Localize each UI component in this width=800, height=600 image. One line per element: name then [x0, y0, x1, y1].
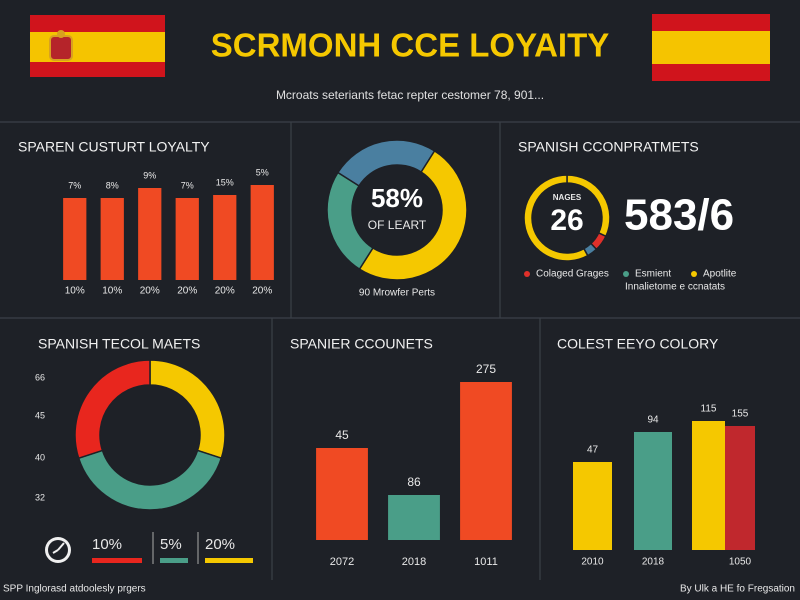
center-label: OF LEART [368, 218, 427, 232]
bar [634, 432, 672, 550]
axis-label: 45 [35, 410, 45, 420]
bar [250, 185, 274, 280]
gauge-label: NAGES [553, 193, 582, 202]
legend-label: Colaged Grages [536, 269, 609, 280]
panel-title: SPANISH CCONPRATMETS [518, 139, 699, 155]
bar-label: 9% [143, 170, 156, 180]
donut-segment [523, 174, 589, 262]
flag-left [30, 15, 165, 77]
axis-label: 40 [35, 452, 45, 462]
footer-left: SPP Inglorasd atdoolesly prgers [3, 584, 146, 595]
legend-dot [691, 271, 697, 277]
x-tick-label: 20% [215, 286, 235, 297]
footer-right: By Ulk a HE fo Fregsation [680, 584, 795, 595]
bar [316, 448, 368, 540]
bar-label: 155 [732, 409, 749, 420]
legend-label: Apotlite [703, 269, 737, 280]
panel-title: SPAREN CUSTURT LOYALTY [18, 139, 210, 155]
x-tick-label: 20% [140, 286, 160, 297]
bar-label: 45 [335, 428, 349, 442]
bar-label: 8% [106, 180, 119, 190]
x-tick-label: 20% [177, 286, 197, 297]
x-tick-label: 20% [252, 286, 272, 297]
panel-title: SPANIER CCOUNETS [290, 336, 433, 352]
bar [138, 188, 162, 280]
header-subtitle: Mcroats seteriants fetac repter cestomer… [276, 88, 544, 102]
bar [213, 195, 237, 280]
flag-right [652, 14, 770, 81]
bar [175, 198, 199, 280]
bar [388, 495, 440, 540]
legend-label: 5% [160, 536, 182, 553]
x-tick-label: 10% [65, 286, 85, 297]
clock-icon [45, 537, 71, 563]
panel-title: COLEST EEYO COLORY [557, 336, 719, 352]
x-tick-label: 10% [102, 286, 122, 297]
x-tick-label: 2010 [581, 557, 604, 568]
gauge-value: 26 [550, 204, 583, 237]
legend-swatch [92, 558, 142, 563]
bar [725, 426, 755, 550]
bar [573, 462, 612, 550]
header-title: SCRMONH CCE LOYAITY [211, 27, 609, 64]
big-number: 583/6 [624, 191, 734, 240]
legend-label: Esmient [635, 269, 671, 280]
bar-label: 94 [647, 415, 659, 426]
donut-segment [74, 359, 151, 460]
legend-note: Innalietome e ccnatats [625, 282, 725, 293]
bar-label: 7% [181, 180, 194, 190]
bar-label: 7% [68, 180, 81, 190]
legend-swatch [205, 558, 253, 563]
x-tick-label: 2072 [330, 556, 354, 568]
donut-segment [358, 149, 468, 281]
legend-swatch [160, 558, 188, 563]
axis-label: 32 [35, 492, 45, 502]
bar-label: 5% [256, 167, 269, 177]
caption: 90 Mrowfer Perts [359, 288, 435, 299]
bar [100, 198, 124, 280]
x-tick-label: 1011 [474, 556, 498, 568]
x-tick-label: 2018 [402, 556, 426, 568]
bar-label: 47 [587, 445, 599, 456]
bar [63, 198, 87, 280]
bar-label: 275 [476, 362, 496, 376]
axis-label: 66 [35, 372, 45, 382]
legend-dot [623, 271, 629, 277]
donut-segment [336, 139, 436, 187]
center-value: 58% [371, 183, 423, 213]
bar-label: 15% [216, 177, 234, 187]
legend-label: 10% [92, 536, 122, 553]
donut-segment [77, 449, 223, 511]
bar-label: 86 [407, 475, 421, 489]
x-tick-label: 1050 [729, 557, 752, 568]
bar [692, 421, 725, 550]
legend-label: 20% [205, 536, 235, 553]
bar-label: 115 [701, 404, 717, 415]
x-tick-label: 2018 [642, 557, 665, 568]
legend-dot [524, 271, 530, 277]
panel-title: SPANISH TECOL MAETS [38, 336, 200, 352]
bar [460, 382, 512, 540]
